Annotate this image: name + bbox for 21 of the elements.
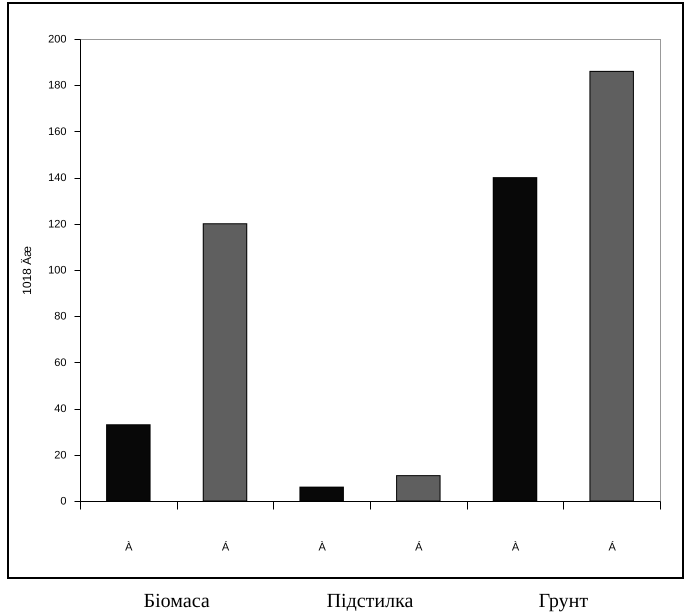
- x-tick-label: À: [512, 540, 520, 554]
- y-axis-title: 1018 Äæ: [20, 246, 34, 295]
- x-tick-label: Á: [415, 540, 424, 554]
- x-tick-label: À: [125, 540, 134, 554]
- text: Біомаса: [144, 590, 210, 612]
- y-tick-label: 140: [48, 172, 66, 184]
- y-tick-label: 100: [48, 264, 66, 276]
- x-tick-label: Á: [608, 540, 616, 554]
- y-tick-label: 200: [48, 34, 66, 46]
- y-tick-label: 160: [48, 126, 66, 138]
- y-tick-label: 180: [48, 80, 66, 92]
- x-tick-label: Á: [222, 540, 230, 554]
- y-tick-label: 20: [54, 449, 66, 462]
- y-tick-label: 80: [54, 310, 66, 323]
- text: Грунт: [538, 590, 588, 612]
- text: Підстилка: [326, 590, 414, 612]
- x-tick-label: À: [318, 540, 326, 554]
- y-tick-label: 60: [54, 356, 66, 369]
- y-tick-label: 120: [48, 218, 66, 230]
- y-tick-label: 0: [60, 496, 66, 508]
- y-tick-label: 40: [54, 403, 66, 416]
